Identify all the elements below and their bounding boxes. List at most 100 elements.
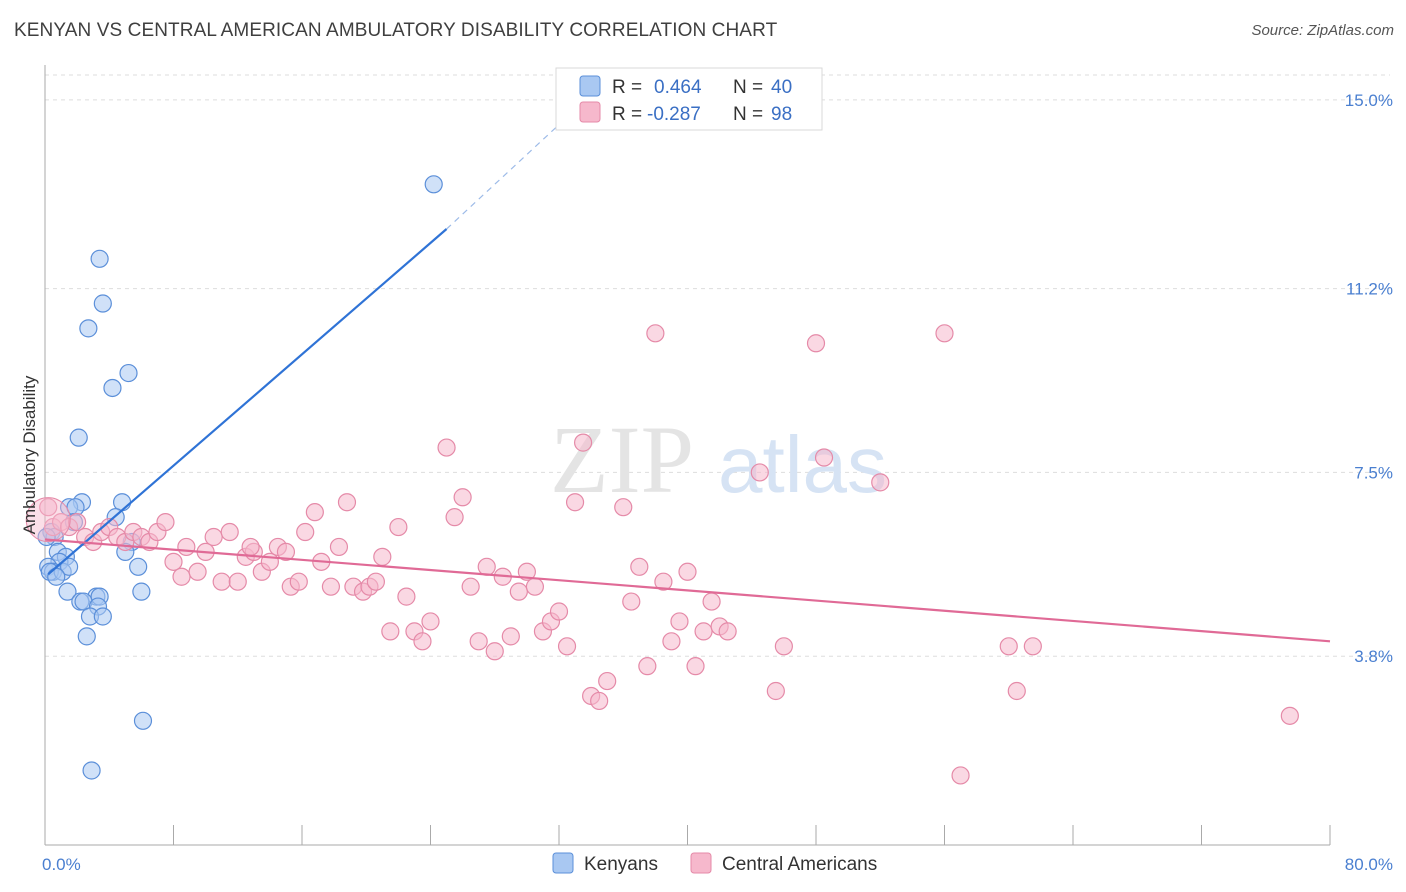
central-american-point — [164, 552, 183, 571]
central-american-point — [413, 632, 432, 651]
central-american-point — [296, 522, 315, 542]
central-american-point — [694, 622, 713, 641]
central-american-point — [469, 632, 488, 651]
bottom-legend-swatch-central — [690, 852, 712, 874]
legend-swatch-kenyans — [579, 75, 601, 97]
central-american-point — [337, 493, 357, 512]
central-american-point — [646, 324, 665, 343]
x-tick-label: 0.0% — [42, 855, 81, 874]
kenyans-point — [79, 319, 98, 338]
central-american-point — [276, 542, 296, 562]
source-label: Source: ZipAtlas.com — [1251, 22, 1394, 39]
central-american-point — [39, 498, 58, 517]
central-american-point — [212, 572, 231, 591]
central-american-point — [702, 592, 721, 611]
central-american-point — [718, 622, 737, 641]
central-american-point — [686, 657, 705, 676]
bottom-legend-kenyans: Kenyans — [584, 854, 658, 875]
central-american-point — [204, 527, 223, 547]
central-american-point — [549, 602, 569, 621]
central-american-point — [68, 512, 87, 532]
legend-n-label-2: N = — [733, 104, 763, 125]
central-american-point — [935, 324, 954, 343]
kenyans-point — [59, 557, 79, 576]
points-layer — [25, 175, 1299, 785]
central-american-point — [630, 557, 649, 576]
watermark-atlas: atlas — [718, 420, 887, 509]
central-american-point — [421, 612, 440, 631]
kenyans-trendline — [47, 228, 448, 576]
legend-r-label-2: R = — [612, 104, 642, 125]
y-tick-label: 15.0% — [1345, 91, 1393, 110]
y-tick-label: 11.2% — [1346, 280, 1393, 299]
central-american-point — [172, 567, 191, 586]
central-american-point — [622, 592, 641, 611]
central-american-point — [389, 517, 408, 537]
central-american-point — [590, 691, 609, 711]
central-american-point — [228, 572, 247, 591]
central-american-point — [573, 433, 593, 452]
central-american-point — [241, 537, 260, 557]
central-american-point — [509, 582, 528, 601]
legend-n-label-1: N = — [733, 77, 763, 98]
central-american-cluster-point — [25, 497, 71, 543]
bottom-legend-swatch-kenyans — [552, 852, 574, 874]
central-american-point — [485, 642, 504, 661]
series-legend: Kenyans Central Americans — [552, 852, 877, 875]
kenyans-point — [82, 761, 101, 780]
central-american-point — [453, 488, 472, 507]
correlation-legend: R = 0.464 N = 40 R = -0.287 N = 98 — [555, 67, 823, 131]
legend-n-value-2: 98 — [771, 104, 792, 125]
central-american-point — [814, 448, 834, 467]
central-american-point — [670, 612, 689, 631]
central-americans-trendline — [44, 538, 1331, 643]
central-american-point — [381, 622, 400, 641]
central-american-point — [156, 512, 175, 532]
central-american-point — [461, 577, 480, 596]
x-tick-label: 80.0% — [1345, 855, 1393, 874]
central-american-point — [366, 572, 385, 591]
central-american-point — [614, 498, 633, 517]
central-american-point — [806, 334, 826, 353]
central-american-point — [598, 671, 617, 691]
bottom-legend-central: Central Americans — [722, 854, 877, 875]
grid-layer — [45, 74, 1390, 657]
central-american-point — [766, 681, 785, 701]
central-american-point — [1023, 637, 1042, 656]
kenyans-point — [93, 607, 112, 626]
legend-n-value-1: 40 — [771, 77, 792, 98]
central-american-point — [565, 493, 585, 512]
kenyans-point — [93, 294, 112, 313]
kenyans-point — [103, 378, 122, 398]
central-american-point — [321, 577, 341, 596]
legend-r-value-2: -0.287 — [647, 104, 701, 125]
central-american-point — [557, 637, 577, 656]
central-american-point — [373, 547, 392, 566]
central-american-point — [654, 572, 673, 591]
central-american-point — [477, 557, 496, 576]
central-american-point — [1007, 681, 1026, 701]
kenyans-trendline-extension — [446, 124, 560, 230]
central-american-point — [750, 463, 769, 482]
central-american-point — [501, 627, 520, 646]
legend-r-value-1: 0.464 — [654, 77, 702, 98]
y-tick-label: 3.8% — [1354, 647, 1393, 666]
central-american-point — [774, 637, 793, 656]
axes-layer — [44, 65, 1331, 846]
kenyans-point — [424, 175, 443, 194]
central-american-point — [188, 562, 207, 581]
central-american-point — [951, 766, 970, 785]
tick-labels: 3.8% 7.5% 11.2% 15.0% 0.0% 80.0% — [42, 91, 1393, 874]
central-american-point — [871, 473, 890, 492]
kenyans-point — [90, 249, 109, 268]
central-american-point — [289, 572, 308, 591]
central-american-point — [517, 562, 536, 581]
kenyans-point — [69, 428, 88, 447]
legend-r-label-1: R = — [612, 77, 642, 98]
kenyans-point — [77, 627, 96, 646]
trend-layer — [44, 124, 1331, 643]
legend-swatch-central — [579, 101, 601, 123]
kenyans-point — [133, 711, 153, 730]
kenyans-point — [58, 582, 77, 601]
